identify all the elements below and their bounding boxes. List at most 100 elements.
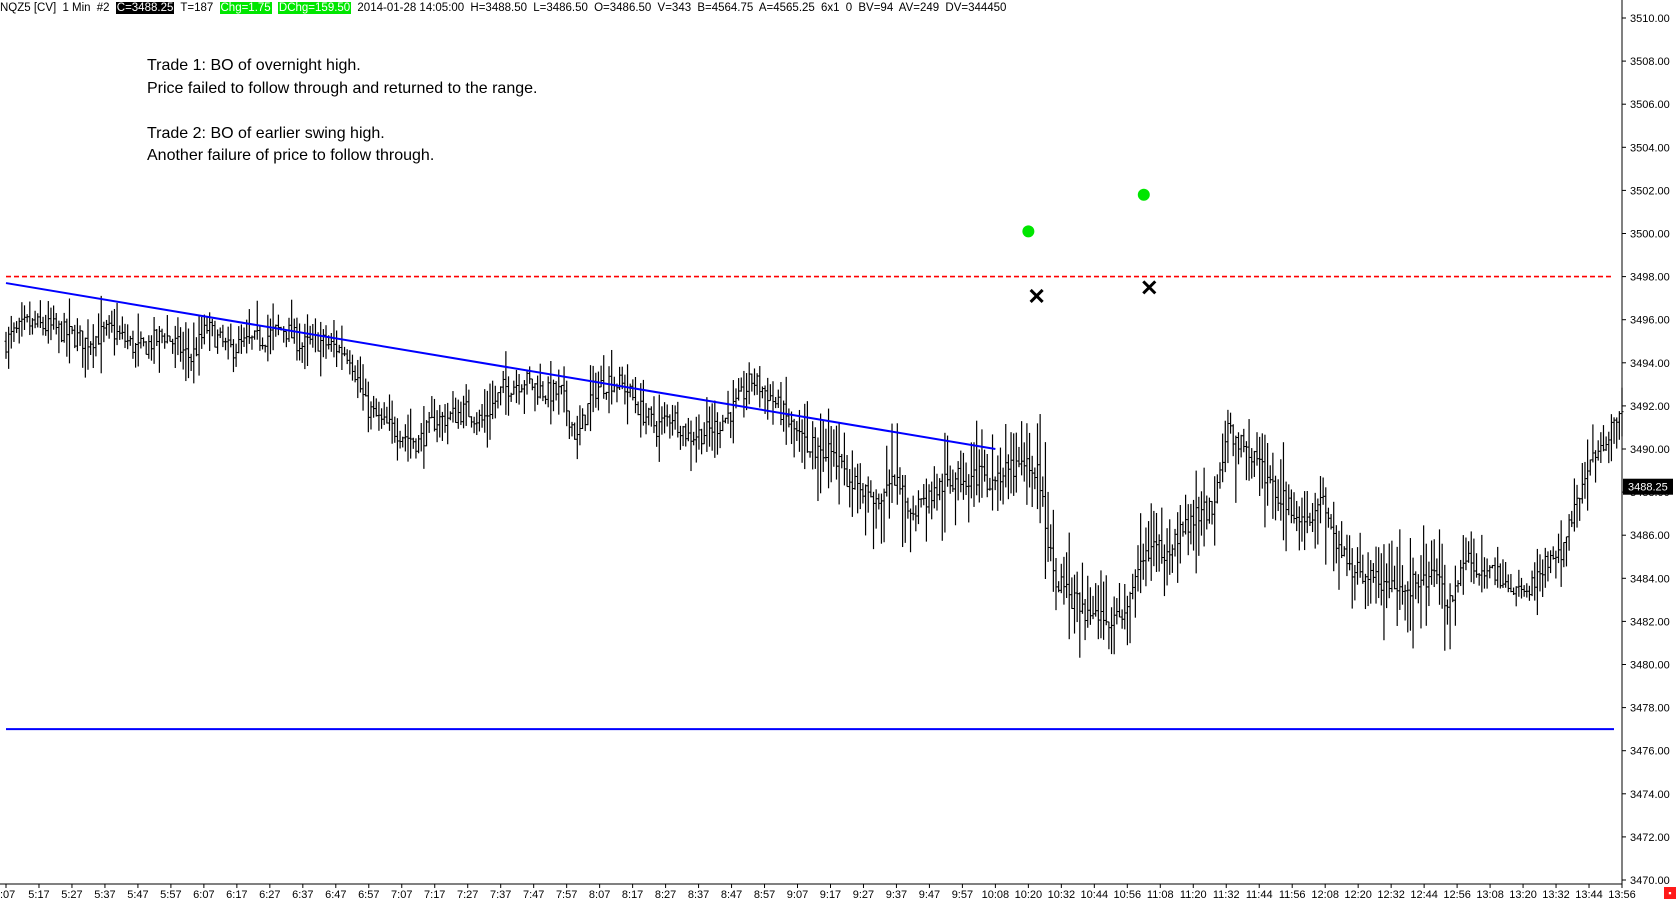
time-tick-label: 8:27	[655, 889, 676, 901]
ohlc-bar	[1160, 507, 1164, 564]
chart-header: NQZ5 [CV] 1 Min #2 C=3488.25 T=187 Chg=1…	[0, 0, 1620, 16]
ohlc-bar	[641, 379, 645, 426]
ohlc-bar	[845, 455, 849, 488]
extra-value: 0	[845, 2, 853, 14]
ohlc-bar	[951, 469, 955, 492]
ohlc-bar	[276, 314, 280, 336]
time-tick-label: 7:47	[523, 889, 544, 901]
time-axis[interactable]: :07 5:17 5:27 5:37 5:47 5:57 6:07 6:17 6:27 6:37 6…	[0, 883, 1636, 901]
ohlc-bar	[853, 467, 857, 490]
ohlc-bar	[520, 384, 524, 393]
price-tick-label: 3498.00	[1630, 272, 1670, 284]
ohlc-bar	[856, 463, 860, 514]
ohlc-bar	[1538, 554, 1542, 592]
ohlc-bar	[1369, 560, 1373, 604]
ohlc-bar	[358, 356, 362, 393]
alert-flag-icon[interactable]: ▪	[1664, 887, 1676, 899]
ohlc-bar	[250, 335, 254, 350]
ohlc-bar	[1575, 484, 1579, 528]
price-tick-label: 3500.00	[1630, 229, 1670, 241]
time-tick-label: 13:44	[1575, 889, 1603, 901]
ohlc-bar	[1427, 561, 1431, 607]
price-tick-label: 3482.00	[1630, 616, 1670, 628]
ohlc-bar	[808, 451, 812, 458]
ohlc-bar	[678, 425, 682, 450]
ohlc-bar	[1400, 565, 1404, 605]
ohlc-bar	[514, 369, 518, 404]
time-tick-label: 11:56	[1279, 889, 1306, 901]
ohlc-bar	[676, 401, 680, 438]
time-tick-label: 9:07	[787, 889, 808, 901]
ohlc-bar	[1514, 586, 1518, 607]
ohlc-bar	[890, 423, 894, 503]
ohlc-bar	[102, 321, 106, 343]
ohlc-bar	[1110, 607, 1114, 655]
ohlc-bar	[782, 400, 786, 432]
interval-label[interactable]: 1 Min	[62, 2, 91, 14]
ohlc-bar	[522, 380, 526, 414]
ohlc-bar	[623, 374, 627, 405]
ohlc-bar	[440, 411, 444, 441]
ohlc-bar	[139, 331, 143, 349]
ohlc-bar	[533, 383, 537, 412]
ohlc-bar	[681, 425, 685, 447]
ohlc-bar	[49, 307, 53, 341]
symbol-label[interactable]: NQZ5 [CV]	[0, 2, 57, 14]
ohlc-bar	[1178, 505, 1182, 564]
time-tick-label: 8:17	[622, 889, 643, 901]
ohlc-bar	[1353, 564, 1357, 601]
ohlc-bar	[1292, 492, 1296, 524]
ohlc-bar	[874, 489, 878, 529]
volume-value: V=343	[657, 2, 692, 14]
ohlc-bar	[1617, 411, 1621, 440]
ohlc-bar	[1065, 552, 1069, 599]
ohlc-bar	[181, 331, 185, 370]
ohlc-bar	[345, 349, 349, 365]
ohlc-bar	[1059, 563, 1063, 594]
ohlc-bar	[419, 422, 423, 452]
ohlc-bar	[253, 330, 257, 340]
ohlc-bar	[1562, 542, 1566, 568]
ohlc-bar	[224, 337, 228, 351]
time-tick-label: 7:57	[556, 889, 577, 901]
ohlc-bar	[578, 405, 582, 446]
ohlc-bar	[559, 384, 563, 395]
price-tick-label: 3496.00	[1630, 315, 1670, 327]
ohlc-bar	[1580, 463, 1584, 504]
ohlc-bar	[1387, 543, 1391, 599]
ohlc-bar	[517, 374, 521, 405]
ohlc-bar	[652, 396, 656, 434]
ohlc-bar	[996, 455, 1000, 511]
ohlc-bar	[1424, 543, 1428, 626]
ohlc-bar	[570, 421, 574, 437]
ohlc-bar	[462, 395, 466, 429]
ohlc-bar	[594, 372, 598, 408]
ohlc-bar	[1541, 559, 1545, 598]
ohlc-bar	[647, 407, 651, 426]
ohlc-bar	[1247, 419, 1251, 481]
ohlc-bar	[477, 409, 481, 432]
ohlc-bar	[493, 385, 497, 419]
ohlc-bar	[877, 493, 881, 510]
ohlc-bar	[745, 373, 749, 411]
ohlc-bar	[916, 490, 920, 525]
ohlc-bar	[1451, 595, 1455, 603]
ohlc-bar	[388, 394, 392, 431]
ohlc-bar	[1173, 528, 1177, 557]
ohlc-bar	[1498, 563, 1502, 589]
ohlc-bar	[932, 466, 936, 509]
ohlc-bar	[1274, 475, 1278, 521]
ohlc-bar	[1308, 512, 1312, 526]
ohlc-bar	[443, 404, 447, 433]
ohlc-bar	[819, 413, 823, 494]
ohlc-bar	[28, 301, 32, 336]
ohlc-bar	[501, 370, 505, 394]
ohlc-bar	[903, 475, 907, 543]
price-axis[interactable]: 3510.00 3508.00 3506.00 3504.00 3502.00 3500.…	[1621, 0, 1673, 887]
ohlc-bar	[1197, 496, 1201, 556]
ohlc-bar	[1551, 546, 1555, 560]
ohlc-bar	[1467, 541, 1471, 563]
ohlc-bar	[60, 321, 64, 343]
ohlc-bar	[115, 302, 119, 346]
